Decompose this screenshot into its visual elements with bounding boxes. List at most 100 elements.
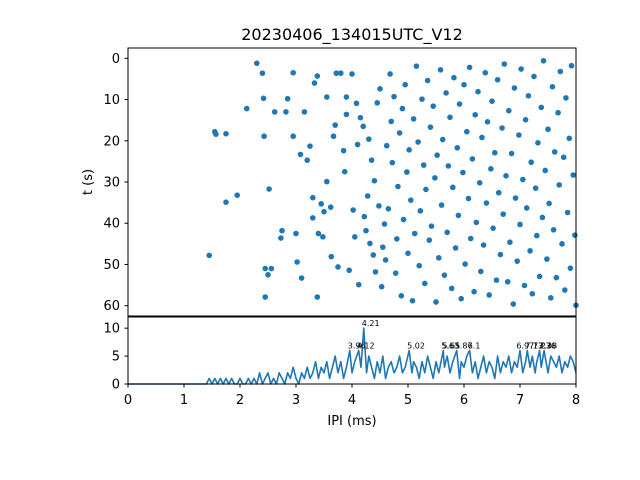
scatter-point [385,206,392,212]
scatter-point [560,154,567,161]
scatter-point [404,169,410,175]
scatter-point [482,69,489,76]
scatter-point [535,140,541,146]
scatter-point [527,248,533,254]
scatter-point [330,133,337,140]
scatter-point [262,294,269,300]
scatter-point [284,95,291,102]
scatter-point [447,114,453,121]
scatter-point [507,239,513,245]
scatter-point [512,195,519,201]
scatter-point [383,142,390,149]
scatter-point [415,139,421,145]
scatter-point [422,280,428,287]
scatter-point [436,255,442,261]
scatter-panel: 20230406_134015UTC_V12 0 10 20 30 40 50 60 t (… [81,25,579,317]
scatter-point [360,123,367,130]
scatter-point [434,152,440,158]
scatter-point [562,287,568,293]
scatter-point [567,265,574,271]
scatter-point [506,107,512,114]
scatter-point [516,132,522,138]
scatter-point [396,130,403,136]
scatter-point [557,68,564,75]
scatter-point [497,251,504,258]
scatter-point [213,131,219,137]
scatter-point [298,275,305,281]
scatter-point [467,235,474,242]
scatter-point [492,149,498,156]
scatter-point [443,90,449,96]
scatter-point [550,227,557,233]
scatter-point [304,157,311,163]
scatter-point [376,203,382,209]
scatter-point [559,241,565,247]
scatter-point [349,71,355,77]
histogram-x-tick-label: 7 [516,393,524,408]
scatter-point [444,229,451,236]
peak-label: 7.36 [538,342,556,351]
scatter-point [335,264,341,270]
histogram-panel: 3.964.124.215.02 5.635.655.876.1 6.977.137… [103,316,580,429]
peak-label: 7.13 [525,342,543,351]
scatter-point [206,252,212,259]
scatter-point [501,61,508,67]
scatter-point [511,85,518,91]
scatter-point [494,76,501,83]
scatter-point [338,70,344,76]
scatter-point [294,259,300,265]
scatter-point [488,166,494,172]
scatter-point [310,194,316,201]
scatter-point [261,133,267,140]
scatter-point [370,252,377,258]
scatter-point [419,96,425,102]
scatter-point [406,147,412,153]
scatter-point [517,221,523,228]
scatter-point [490,225,496,231]
scatter-point [297,151,304,158]
scatter-point [534,232,540,239]
scatter-point [455,212,462,219]
peak-label: 5.02 [407,342,425,351]
scatter-point [398,293,405,299]
scatter-point [367,240,373,247]
scatter-y-tick-label: 20 [103,134,120,149]
scatter-point [253,60,260,67]
scatter-point [572,232,578,238]
histogram-x-tick-label: 8 [572,393,580,408]
scatter-point [314,294,321,300]
scatter-point [366,136,372,142]
scatter-point [352,234,358,240]
scatter-point [408,197,414,203]
histogram-x-tick-label: 5 [404,393,412,408]
histogram-series [128,327,577,385]
scatter-point [340,147,347,154]
scatter-point [510,301,517,307]
scatter-point [283,109,289,115]
scatter-y-tick-label: 50 [103,258,120,273]
scatter-point [343,94,350,100]
scatter-y-tick-label: 10 [103,93,120,108]
scatter-point [479,134,485,141]
scatter-point [279,227,285,234]
scatter-point [518,66,524,72]
peak-label: 6.1 [468,342,481,351]
scatter-point [514,258,520,264]
scatter-point [388,118,395,125]
scatter-y-ticks: 0 10 20 30 40 50 60 [103,52,128,314]
scatter-point [333,70,340,76]
scatter-point [486,292,493,298]
scatter-point [451,74,457,81]
scatter-y-tick-label: 60 [103,299,120,314]
scatter-point [395,183,401,190]
scatter-point [538,104,545,111]
scatter-point [428,223,435,229]
peak-label: 5.63 [441,342,459,351]
scatter-point [532,185,539,191]
scatter-point [268,265,275,272]
scatter-point [259,70,266,76]
scatter-point [234,192,240,198]
scatter-point [493,277,500,283]
scatter-point [307,143,313,149]
